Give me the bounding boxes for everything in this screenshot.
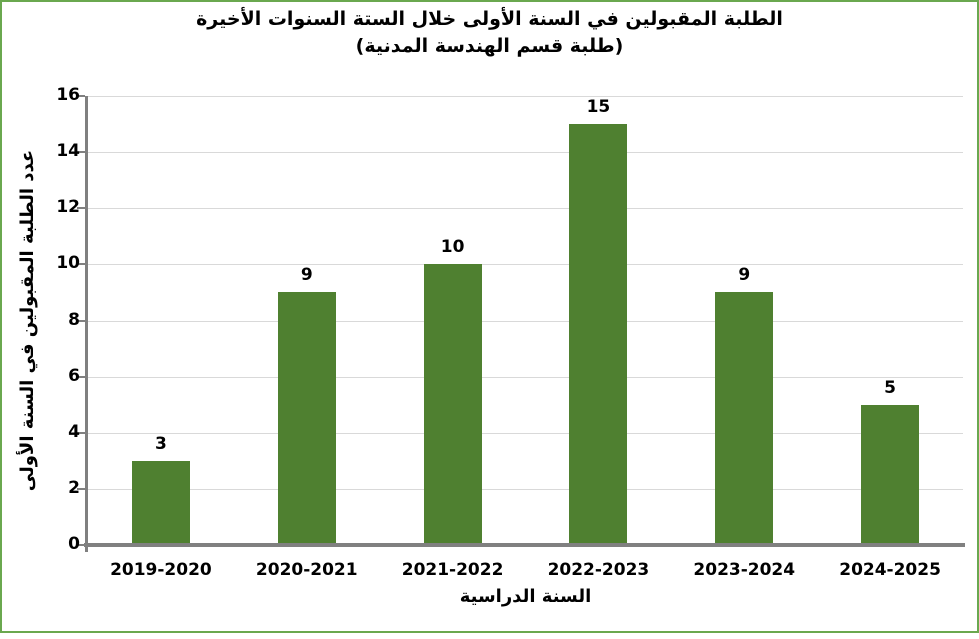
y-tick-mark: [77, 95, 85, 97]
x-category-label: 2024-2025: [839, 560, 941, 580]
gridline: [88, 152, 963, 154]
y-tick-label: 4: [68, 421, 80, 442]
y-tick-label: 14: [56, 141, 80, 162]
y-tick-label: 2: [68, 477, 80, 498]
gridline: [88, 376, 963, 378]
x-category-label: 2020-2021: [255, 560, 358, 580]
y-tick-mark: [77, 207, 85, 210]
y-tick-mark: [77, 263, 85, 266]
bar-value-label: 5: [884, 377, 896, 398]
y-tick-label: 10: [56, 253, 80, 274]
gridline: [88, 264, 963, 266]
x-axis-line: [84, 543, 965, 547]
bar-value-label: 15: [586, 97, 611, 118]
chart-title: الطلبة المقبولين في السنة الأولى خلال ال…: [0, 6, 979, 60]
y-axis-line: [85, 96, 88, 552]
bar: [423, 264, 482, 545]
y-tick-label: 6: [68, 365, 80, 386]
bar-value-label: 3: [154, 433, 167, 454]
bar: [131, 460, 190, 545]
gridline: [88, 96, 963, 97]
y-tick-mark: [77, 544, 85, 546]
x-category-label: 2022-2023: [547, 560, 650, 580]
y-tick-mark: [77, 431, 85, 434]
x-category-label: 2021-2022: [401, 560, 504, 580]
y-tick-mark: [77, 375, 85, 378]
gridline: [88, 320, 963, 322]
bar: [861, 404, 920, 545]
y-tick-label: 12: [56, 197, 80, 218]
x-category-label: 2019-2020: [110, 560, 212, 580]
gridline: [88, 488, 963, 490]
plot-area: 3 9 10 15 9 5: [88, 96, 963, 545]
gridline: [88, 208, 963, 210]
bar: [715, 292, 774, 545]
chart-title-line2: (طلبة قسم الهندسة المدنية): [355, 35, 624, 57]
bar: [569, 124, 628, 545]
bar: [277, 292, 336, 545]
chart-title-line1: الطلبة المقبولين في السنة الأولى خلال ال…: [196, 8, 783, 30]
y-tick-mark: [77, 319, 85, 322]
y-tick-label: 0: [68, 534, 80, 554]
bar-value-label: 10: [440, 237, 465, 258]
bar-value-label: 9: [300, 265, 313, 286]
y-tick-mark: [77, 151, 85, 154]
y-tick-label: 8: [68, 309, 80, 330]
gridline: [88, 432, 963, 434]
x-category-label: 2023-2024: [693, 560, 796, 580]
bar-value-label: 9: [738, 265, 751, 286]
y-tick-label: 16: [56, 85, 80, 105]
x-axis-title: السنة الدراسية: [459, 586, 592, 607]
y-tick-mark: [77, 487, 85, 490]
